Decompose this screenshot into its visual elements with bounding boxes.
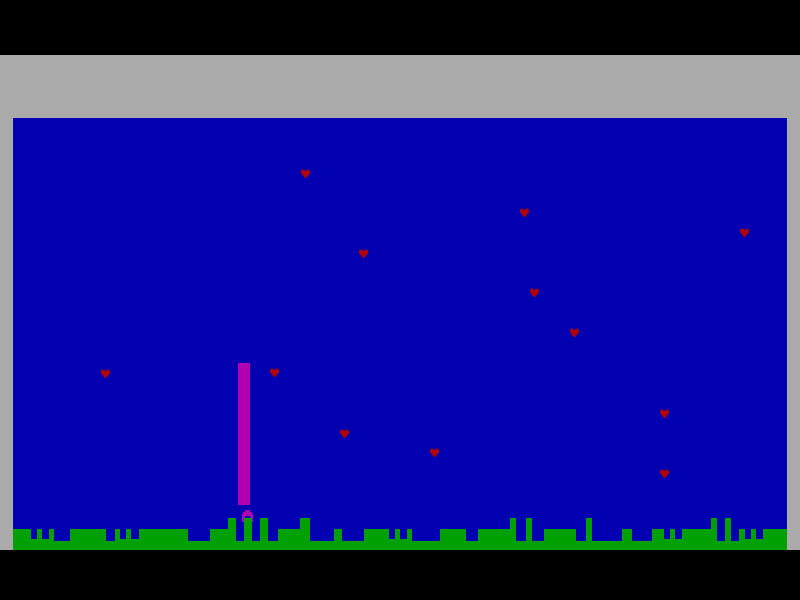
terrain-block bbox=[717, 541, 725, 551]
terrain-block bbox=[144, 529, 188, 551]
terrain-block bbox=[751, 529, 756, 551]
terrain-block bbox=[576, 541, 586, 551]
heart-icon[interactable] bbox=[659, 408, 670, 419]
terrain-block bbox=[188, 541, 210, 551]
terrain-block bbox=[544, 529, 576, 551]
terrain-block bbox=[70, 529, 106, 551]
terrain-block bbox=[120, 539, 126, 551]
terrain-block bbox=[407, 529, 412, 551]
terrain-block bbox=[389, 539, 395, 551]
terrain-block bbox=[42, 539, 49, 551]
heart-icon[interactable] bbox=[519, 207, 530, 218]
terrain-block bbox=[334, 529, 342, 551]
terrain-block bbox=[364, 529, 389, 551]
terrain-block bbox=[131, 539, 139, 551]
letterbox-top bbox=[0, 0, 800, 55]
window-frame: SPEED151GAME1SCORE60FREE GAMES0TRINIONS0… bbox=[0, 55, 800, 584]
terrain-block bbox=[106, 541, 115, 551]
terrain-block bbox=[139, 529, 144, 551]
heart-icon[interactable] bbox=[659, 468, 670, 479]
heart-icon[interactable] bbox=[269, 367, 280, 378]
terrain-block bbox=[115, 529, 120, 551]
terrain-block bbox=[664, 539, 670, 551]
city-skyline bbox=[13, 517, 787, 551]
terrain-block bbox=[54, 541, 70, 551]
heart-icon[interactable] bbox=[739, 227, 750, 238]
terrain-block bbox=[711, 518, 717, 551]
terrain-block bbox=[526, 518, 532, 551]
terrain-block bbox=[268, 541, 278, 551]
terrain-block bbox=[756, 539, 763, 551]
terrain-block bbox=[310, 541, 334, 551]
terrain-block bbox=[210, 529, 228, 551]
terrain-block bbox=[622, 529, 632, 551]
terrain-block bbox=[632, 541, 652, 551]
terrain-block bbox=[260, 518, 268, 551]
heart-icon[interactable] bbox=[429, 447, 440, 458]
terrain-block bbox=[586, 518, 592, 551]
terrain-block bbox=[400, 539, 407, 551]
terrain-block bbox=[440, 529, 466, 551]
terrain-block bbox=[478, 529, 510, 551]
terrain-block bbox=[592, 541, 622, 551]
terrain-block bbox=[236, 541, 244, 551]
terrain-block bbox=[675, 539, 682, 551]
terrain-block bbox=[126, 529, 131, 551]
terrain-block bbox=[682, 529, 687, 551]
heart-icon[interactable] bbox=[529, 287, 540, 298]
terrain-block bbox=[13, 529, 31, 551]
heart-icon[interactable] bbox=[100, 368, 111, 379]
terrain-block bbox=[739, 529, 745, 551]
terrain-block bbox=[745, 539, 751, 551]
terrain-block bbox=[278, 529, 300, 551]
terrain-block bbox=[228, 518, 236, 551]
terrain-block bbox=[652, 529, 664, 551]
terrain-block bbox=[395, 529, 400, 551]
terrain-block bbox=[31, 539, 37, 551]
terrain-block bbox=[763, 529, 787, 551]
terrain-block bbox=[516, 541, 526, 551]
terrain-block bbox=[252, 541, 260, 551]
heart-icon[interactable] bbox=[300, 168, 311, 179]
terrain-block bbox=[37, 529, 42, 551]
playfield[interactable] bbox=[13, 118, 787, 551]
terrain-block bbox=[342, 541, 364, 551]
player-beam bbox=[238, 363, 250, 505]
heart-icon[interactable] bbox=[569, 327, 580, 338]
terrain-block bbox=[670, 529, 675, 551]
heart-icon[interactable] bbox=[339, 428, 350, 439]
terrain-block bbox=[731, 541, 739, 551]
terrain-block bbox=[510, 518, 516, 551]
terrain-block bbox=[687, 529, 711, 551]
terrain-block bbox=[300, 518, 310, 551]
terrain-block bbox=[532, 541, 544, 551]
terrain-block bbox=[244, 518, 252, 551]
terrain-block bbox=[725, 518, 731, 551]
terrain-block bbox=[466, 541, 478, 551]
terrain-block bbox=[49, 529, 54, 551]
terrain-block bbox=[412, 541, 440, 551]
heart-icon[interactable] bbox=[358, 248, 369, 259]
letterbox-bottom bbox=[0, 550, 800, 600]
